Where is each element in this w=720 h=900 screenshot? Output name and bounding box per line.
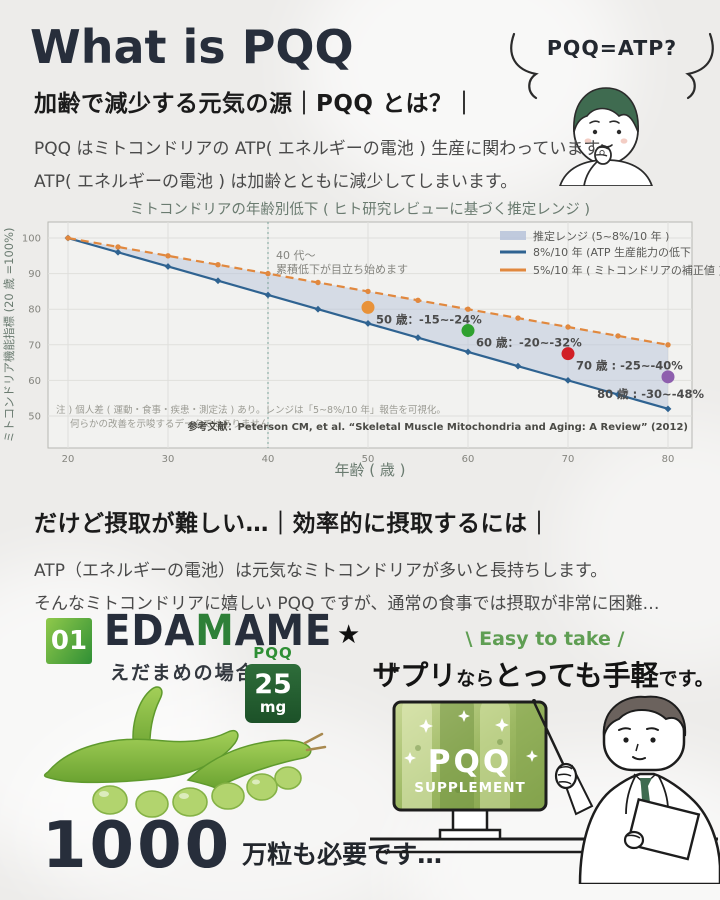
svg-text:70: 70 <box>28 340 41 351</box>
monitor-text-supplement: SUPPLEMENT <box>414 780 525 796</box>
section2-body-line1: ATP（エネルギーの電池）は元気なミトコンドリアが多いと長持ちします。 <box>34 561 608 581</box>
section1-body: PQQ はミトコンドリアの ATP( エネルギーの電池 ) 生産に関わっています… <box>34 133 616 199</box>
item-number-badge: 01 <box>46 618 92 664</box>
supplement-monitor-doctor-illustration: PQQ SUPPLEMENT <box>370 695 720 884</box>
monitor-stand <box>451 808 489 832</box>
thought-bubble-text: PQQ=ATP? <box>547 36 677 60</box>
thought-bubble-left <box>510 32 539 100</box>
doctor-hair <box>602 695 687 737</box>
monitor-frame <box>392 700 548 812</box>
monitor-text-pqq: PQQ <box>428 744 512 780</box>
easy-tagline: \ Easy to take / <box>465 628 625 650</box>
easy-headline: サプリならとっても手軽です。 <box>366 654 720 694</box>
section2-body: ATP（エネルギーの電池）は元気なミトコンドリアが多いと長持ちします。 そんなミ… <box>34 555 659 621</box>
svg-text:参考文献：Peterson CM, et al. “Skel: 参考文献：Peterson CM, et al. “Skeletal Muscl… <box>188 420 688 433</box>
svg-text:8%/10 年 (ATP 生産能力の低下: 8%/10 年 (ATP 生産能力の低下 <box>533 245 691 259</box>
pqq-badge-label: PQQ <box>253 644 293 662</box>
svg-text:80: 80 <box>28 305 41 316</box>
edamame-beans <box>92 766 302 818</box>
edamame-title-mid: M <box>195 606 235 656</box>
thinking-person-illustration: PQQ=ATP? <box>510 32 714 186</box>
svg-text:20: 20 <box>62 454 75 465</box>
thinking-person <box>559 87 653 186</box>
svg-text:90: 90 <box>28 269 41 280</box>
pqq-badge-amount: 25 <box>254 669 292 700</box>
page-title: What is PQQ <box>30 20 354 74</box>
svg-text:30: 30 <box>162 454 175 465</box>
svg-text:注 ) 個人差 ( 運動・食事・疾患・測定法 ) あり。レン: 注 ) 個人差 ( 運動・食事・疾患・測定法 ) あり。レンジは「5~8%/10… <box>56 404 446 416</box>
edamame-count-number: 1000 <box>42 809 233 883</box>
edamame-illustration <box>43 686 327 818</box>
easy-headline-part: サプリ <box>372 659 457 692</box>
svg-text:累積低下が目立ち始めます: 累積低下が目立ち始めます <box>276 262 408 276</box>
svg-text:80 歳 : -30~-48%: 80 歳 : -30~-48% <box>597 387 704 401</box>
pqq-badge-box: 25 mg <box>245 664 301 723</box>
sparkle-icon: + <box>388 658 402 677</box>
edamame-title-left: EDA <box>104 606 196 656</box>
edamame-count: 1000 万粒も必要です… <box>42 814 442 878</box>
pqq-amount-badge: PQQ 25 mg <box>245 644 301 723</box>
sparkle-stars <box>404 710 538 764</box>
monitor-base <box>438 828 502 841</box>
svg-text:60: 60 <box>462 454 475 465</box>
pqq-supplement-monitor: PQQ SUPPLEMENT <box>392 700 548 841</box>
section1-heading: 加齢で減少する元気の源｜PQQ とは？｜ <box>34 91 476 117</box>
svg-text:80: 80 <box>662 454 675 465</box>
svg-text:50: 50 <box>362 454 375 465</box>
mitochondria-decline-chart: 20 30 40 50 60 70 80 50 60 70 80 90 100 40 代～累積低下が目立ち… <box>2 221 720 479</box>
svg-text:40 代～: 40 代～ <box>276 249 316 262</box>
doctor-clipboard <box>626 798 701 861</box>
svg-text:50 歳：-15~-24%: 50 歳：-15~-24% <box>376 312 482 326</box>
edamame-title: EDAMAME <box>104 606 333 656</box>
thought-bubble-right <box>685 32 714 100</box>
svg-text:60: 60 <box>28 376 41 387</box>
pointer-stick <box>532 699 567 770</box>
svg-text:40: 40 <box>262 454 275 465</box>
svg-text:何らかの改善を示唆するデータではありません。: 何らかの改善を示唆するデータではありません。 <box>70 418 279 430</box>
svg-text:60 歳：-20~-32%: 60 歳：-20~-32% <box>476 336 582 350</box>
section2-heading: だけど摂取が難しい…｜効率的に摂取するには｜ <box>34 511 551 537</box>
edamame-title-right: AME <box>234 606 333 656</box>
svg-text:年齢 ( 歳 ): 年齢 ( 歳 ) <box>334 461 405 479</box>
easy-headline-part: なら <box>456 668 495 690</box>
doctor-illustration <box>554 695 720 884</box>
person-hair <box>573 87 639 133</box>
easy-headline-part: です。 <box>658 668 714 690</box>
edamame-pods <box>43 686 327 789</box>
svg-text:70 歳 : -25~-40%: 70 歳 : -25~-40% <box>576 359 683 373</box>
section2-body-line2: そんなミトコンドリアに嬉しい PQQ ですが、通常の食事では摂取が非常に困難… <box>34 594 660 615</box>
doctor-hand-clipboard <box>623 830 645 850</box>
svg-text:5%/10 年 ( ミトコンドリアの補正値 ): 5%/10 年 ( ミトコンドリアの補正値 ) <box>533 263 720 277</box>
easy-headline-part: とっても手軽 <box>494 659 659 692</box>
edamame-count-suffix: 万粒も必要です… <box>242 840 443 869</box>
svg-text:100: 100 <box>22 234 41 245</box>
chart-title: ミトコンドリアの年齢別低下 ( ヒト研究レビューに基づく推定レンジ ) <box>129 202 591 218</box>
edamame-subtitle: えだまめの場合… <box>110 662 278 684</box>
star-icon: ★ <box>337 620 361 650</box>
monitor-screen: PQQ SUPPLEMENT <box>394 702 546 810</box>
svg-text:ミトコンドリア機能指標 (20 歳 =100%): ミトコンドリア機能指標 (20 歳 =100%) <box>2 227 16 442</box>
section1-body-line1: PQQ はミトコンドリアの ATP( エネルギーの電池 ) 生産に関わっています… <box>34 139 616 159</box>
svg-text:推定レンジ (5~8%/10 年 ): 推定レンジ (5~8%/10 年 ) <box>533 229 669 243</box>
section1-body-line2: ATP( エネルギーの電池 ) は加齢とともに減少してしまいます。 <box>34 172 518 193</box>
svg-text:70: 70 <box>562 454 575 465</box>
svg-text:50: 50 <box>28 411 41 422</box>
edamame-stem <box>303 732 327 752</box>
pqq-badge-unit: mg <box>259 698 287 716</box>
